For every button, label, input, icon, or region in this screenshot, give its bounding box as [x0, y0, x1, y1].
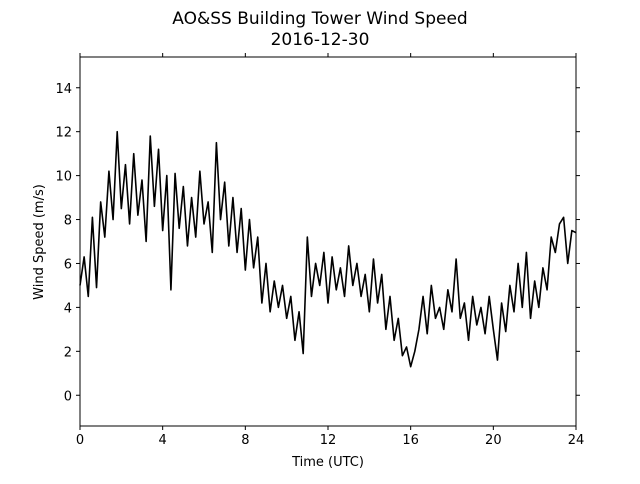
y-tick-label: 4: [64, 301, 72, 316]
x-tick-label: 24: [568, 433, 585, 448]
x-tick-label: 12: [320, 433, 337, 448]
y-axis-label: Wind Speed (m/s): [32, 184, 47, 300]
x-axis-label: Time (UTC): [291, 455, 364, 470]
data-line: [79, 130, 577, 368]
y-tick-label: 0: [64, 389, 72, 404]
y-tick-label: 12: [55, 126, 72, 141]
x-tick-label: 8: [241, 433, 249, 448]
x-tick-label: 4: [159, 433, 167, 448]
y-tick-label: 2: [64, 345, 72, 360]
x-tick-label: 16: [402, 433, 419, 448]
y-tick-label: 6: [64, 257, 72, 272]
y-tick-label: 10: [55, 170, 72, 185]
y-tick-label: 8: [64, 214, 72, 229]
x-tick-label: 20: [485, 433, 502, 448]
x-tick-label: 0: [76, 433, 84, 448]
chart-title: AO&SS Building Tower Wind Speed: [172, 9, 467, 29]
chart-subtitle: 2016-12-30: [271, 30, 370, 50]
plot-frame: [79, 56, 577, 427]
y-tick-label: 14: [55, 82, 72, 97]
